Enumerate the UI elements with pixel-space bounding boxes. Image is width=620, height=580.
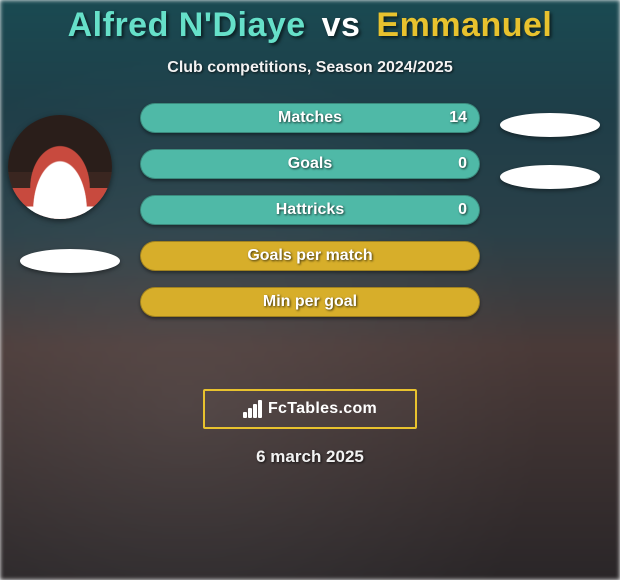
comparison-card: Alfred N'Diaye vs Emmanuel Club competit… bbox=[0, 0, 620, 467]
title-player1: Alfred N'Diaye bbox=[68, 6, 306, 44]
brand-box[interactable]: FcTables.com bbox=[203, 389, 417, 429]
stat-bars: Matches 14 Goals 0 Hattricks 0 Goals per… bbox=[140, 103, 480, 317]
date-text: 6 march 2025 bbox=[0, 447, 620, 467]
ellipse-left bbox=[20, 249, 120, 273]
stat-bar-min-per-goal: Min per goal bbox=[140, 287, 480, 317]
brand-text: FcTables.com bbox=[268, 400, 377, 418]
stat-label: Min per goal bbox=[263, 293, 357, 311]
subtitle: Club competitions, Season 2024/2025 bbox=[0, 59, 620, 77]
stat-label: Hattricks bbox=[276, 201, 344, 219]
stat-bar-goals: Goals 0 bbox=[140, 149, 480, 179]
stat-label: Goals bbox=[288, 155, 332, 173]
stat-value-right: 14 bbox=[449, 109, 467, 127]
title-vs: vs bbox=[322, 6, 361, 44]
stat-value-right: 0 bbox=[458, 201, 467, 219]
avatar-player1 bbox=[8, 115, 112, 219]
stat-bar-hattricks: Hattricks 0 bbox=[140, 195, 480, 225]
page-title: Alfred N'Diaye vs Emmanuel bbox=[0, 0, 620, 45]
brand-bars-icon bbox=[243, 400, 262, 418]
stat-label: Goals per match bbox=[247, 247, 372, 265]
ellipse-right-1 bbox=[500, 113, 600, 137]
comparison-arena: Matches 14 Goals 0 Hattricks 0 Goals per… bbox=[0, 115, 620, 375]
stat-value-right: 0 bbox=[458, 155, 467, 173]
stat-bar-matches: Matches 14 bbox=[140, 103, 480, 133]
stat-label: Matches bbox=[278, 109, 342, 127]
title-player2: Emmanuel bbox=[376, 6, 552, 44]
ellipse-right-2 bbox=[500, 165, 600, 189]
boot-icon bbox=[8, 115, 112, 219]
stat-bar-goals-per-match: Goals per match bbox=[140, 241, 480, 271]
